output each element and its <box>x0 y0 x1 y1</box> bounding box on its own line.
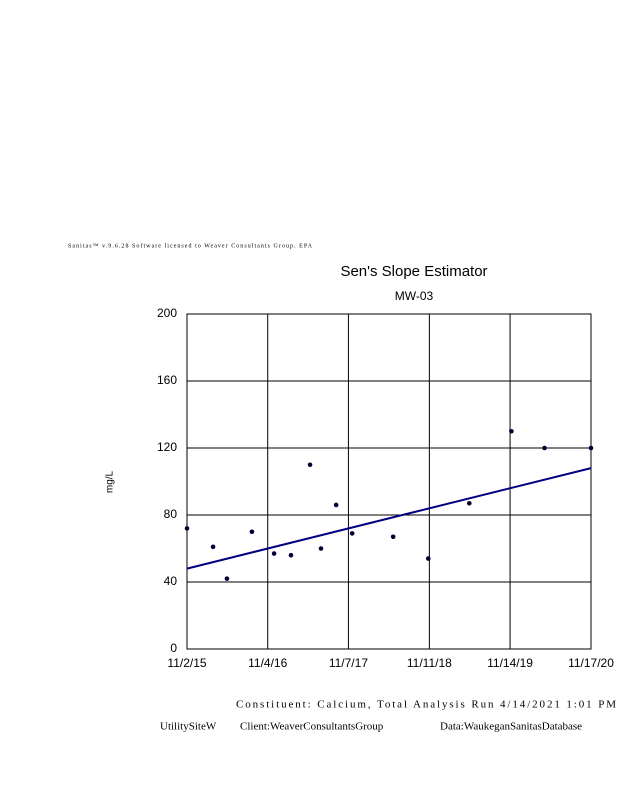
data-point <box>271 551 277 556</box>
x-tick-label: 11/2/15 <box>167 656 206 670</box>
data-point <box>542 445 547 451</box>
data-point <box>318 546 324 551</box>
y-tick-label: 80 <box>164 507 178 521</box>
y-tick-label: 120 <box>157 440 177 454</box>
x-tick-label: 11/7/17 <box>329 656 368 670</box>
data-point <box>307 462 313 468</box>
y-tick-label: 40 <box>164 574 178 588</box>
chart-title: Sen's Slope Estimator <box>340 263 487 280</box>
x-tick-label: 11/14/19 <box>487 656 533 670</box>
data-point <box>588 445 594 451</box>
footer-line: Constituent: Calcium, Total Analysis Run… <box>236 699 616 711</box>
y-axis-label: mg/L <box>105 470 116 493</box>
x-tick-label: 11/4/16 <box>248 656 287 670</box>
y-tick-label: 0 <box>170 641 177 655</box>
data-point <box>466 500 472 506</box>
y-tick-label: 160 <box>157 373 177 387</box>
data-point <box>224 576 230 581</box>
trend-line <box>186 467 592 570</box>
x-tick-label: 11/11/18 <box>407 656 452 670</box>
data-point <box>249 529 255 535</box>
data-point <box>349 531 355 536</box>
footer-data: Data:WaukeganSanitasDatabase <box>440 721 582 733</box>
data-point <box>509 428 514 434</box>
data-point <box>425 556 431 561</box>
data-point <box>390 534 396 540</box>
footer-client: Client:WeaverConsultantsGroup <box>240 721 384 733</box>
chart-subtitle: MW-03 <box>395 289 434 303</box>
data-point <box>288 552 294 558</box>
header-text: Sanitas™ v.9.6.28 Software licensed to W… <box>68 242 313 249</box>
data-point <box>184 526 190 531</box>
x-tick-label: 11/17/20 <box>568 656 614 670</box>
footer-site: UtilitySiteW <box>160 721 217 733</box>
y-tick-label: 200 <box>157 306 177 320</box>
data-point <box>333 502 339 508</box>
plot-frame <box>186 313 592 650</box>
data-point <box>210 544 216 550</box>
